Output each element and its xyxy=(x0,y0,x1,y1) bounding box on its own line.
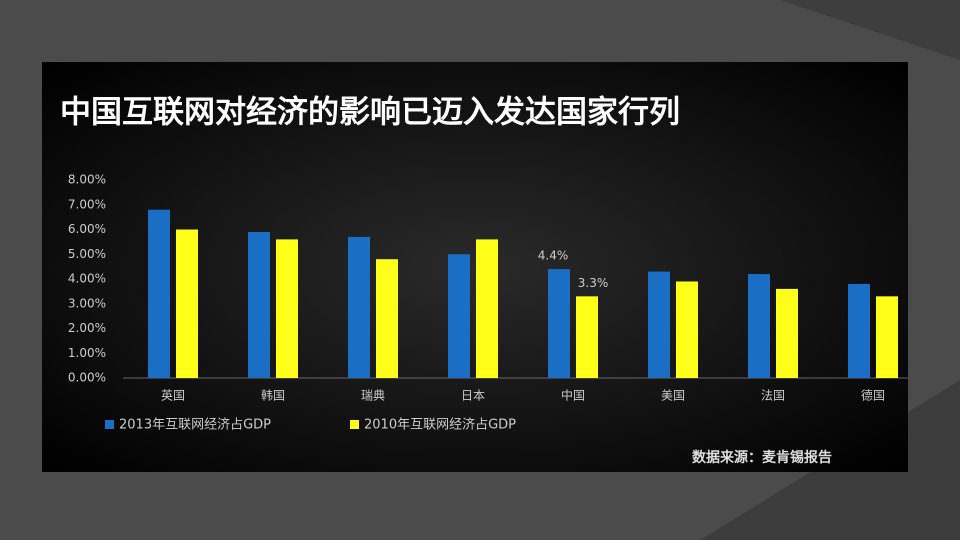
bar xyxy=(776,288,798,378)
bar xyxy=(876,296,898,378)
bar xyxy=(148,209,170,378)
y-tick-label: 5.00% xyxy=(68,247,106,261)
y-tick-label: 4.00% xyxy=(68,272,106,286)
chart-title: 中国互联网对经济的影响已迈入发达国家行列 xyxy=(60,95,680,131)
legend-label: 2010年互联网经济占GDP xyxy=(364,418,516,433)
bar xyxy=(476,239,498,378)
legend-swatch xyxy=(105,420,114,429)
bar xyxy=(276,239,298,378)
bar xyxy=(576,296,598,378)
data-label: 3.3% xyxy=(578,276,609,290)
bar xyxy=(376,259,398,378)
x-tick-label: 英国 xyxy=(161,389,185,403)
bar xyxy=(748,274,770,378)
y-tick-label: 8.00% xyxy=(68,173,106,187)
y-tick-label: 2.00% xyxy=(68,321,106,335)
source-note: 数据来源：麦肯锡报告 xyxy=(692,449,832,466)
bar xyxy=(248,231,270,378)
x-tick-label: 中国 xyxy=(561,388,585,403)
decor-shape xyxy=(0,0,960,60)
bar xyxy=(448,254,470,378)
bar xyxy=(176,229,198,378)
bar xyxy=(548,269,570,378)
x-tick-label: 日本 xyxy=(461,389,485,403)
bar xyxy=(676,281,698,378)
bar xyxy=(848,283,870,378)
legend-label: 2013年互联网经济占GDP xyxy=(119,418,271,433)
y-tick-label: 6.00% xyxy=(68,222,106,236)
x-tick-label: 法国 xyxy=(761,389,785,403)
y-tick-label: 7.00% xyxy=(68,197,106,211)
y-tick-label: 3.00% xyxy=(68,296,106,310)
bar xyxy=(348,236,370,378)
y-tick-label: 0.00% xyxy=(68,371,106,385)
bar xyxy=(648,271,670,378)
x-tick-label: 德国 xyxy=(861,388,885,403)
x-tick-label: 美国 xyxy=(661,389,685,403)
y-tick-label: 1.00% xyxy=(68,346,106,360)
x-tick-label: 韩国 xyxy=(261,388,285,403)
data-label: 4.4% xyxy=(538,249,569,263)
legend-swatch xyxy=(350,420,359,429)
x-tick-label: 瑞典 xyxy=(361,389,385,403)
